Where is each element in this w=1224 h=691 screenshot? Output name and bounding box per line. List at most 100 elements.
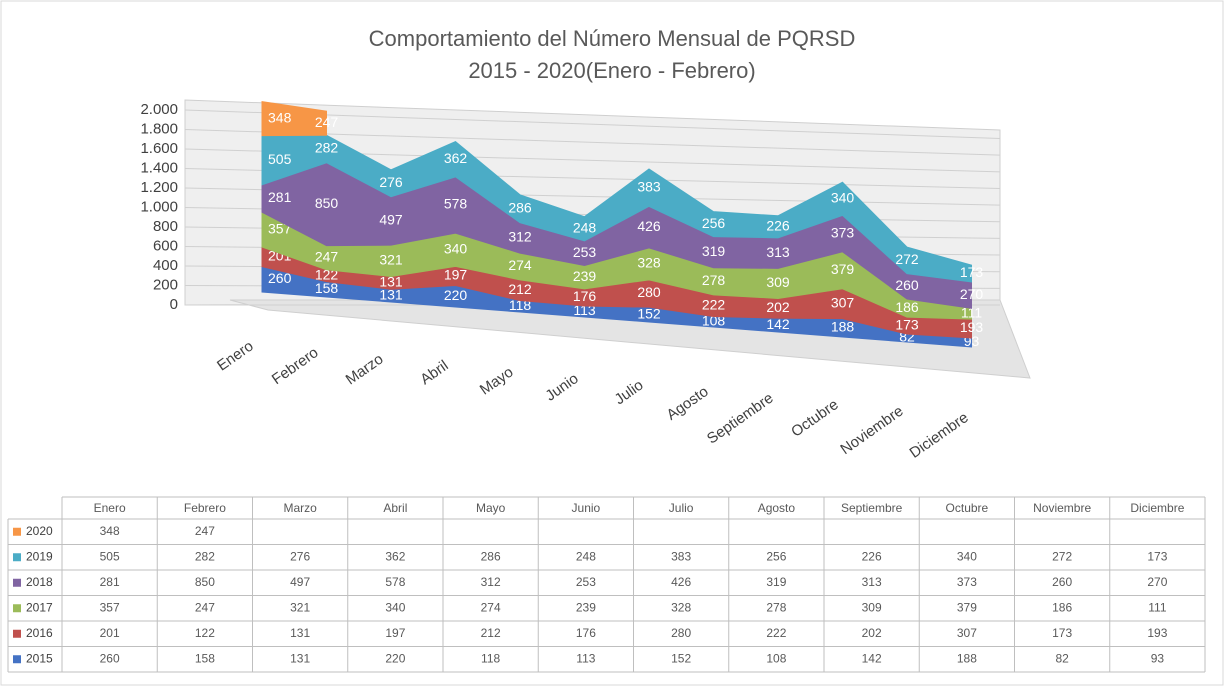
table-cell: 197 bbox=[385, 626, 405, 640]
table-header: Febrero bbox=[184, 501, 226, 515]
table-cell: 373 bbox=[957, 575, 977, 589]
table-cell: 276 bbox=[290, 549, 310, 563]
legend-label: 2020 bbox=[26, 524, 53, 538]
data-label: 176 bbox=[573, 288, 597, 304]
table-cell: 152 bbox=[671, 651, 691, 665]
table-cell: 312 bbox=[481, 575, 501, 589]
table-cell: 201 bbox=[100, 626, 120, 640]
y-tick-label: 1.800 bbox=[140, 120, 178, 137]
data-label: 253 bbox=[573, 244, 597, 260]
table-cell: 93 bbox=[1151, 651, 1165, 665]
table-cell: 309 bbox=[862, 600, 882, 614]
table-cell: 220 bbox=[385, 651, 405, 665]
y-tick-label: 1.000 bbox=[140, 198, 178, 215]
data-label: 220 bbox=[444, 287, 468, 303]
y-tick-label: 2.000 bbox=[140, 101, 178, 118]
data-label: 379 bbox=[831, 261, 855, 277]
data-label: 111 bbox=[961, 304, 982, 320]
table-cell: 186 bbox=[1052, 600, 1072, 614]
data-label: 158 bbox=[315, 280, 339, 296]
y-tick-label: 400 bbox=[153, 257, 178, 274]
table-cell: 173 bbox=[1147, 549, 1167, 563]
data-label: 578 bbox=[444, 196, 468, 212]
data-label: 222 bbox=[702, 296, 726, 312]
table-cell: 247 bbox=[195, 600, 215, 614]
legend-label: 2019 bbox=[26, 549, 53, 563]
table-cell: 222 bbox=[766, 626, 786, 640]
legend-label: 2015 bbox=[26, 651, 53, 665]
data-label: 247 bbox=[315, 248, 339, 264]
table-cell: 497 bbox=[290, 575, 310, 589]
data-label: 272 bbox=[895, 251, 919, 267]
table-cell: 850 bbox=[195, 575, 215, 589]
data-label: 286 bbox=[508, 199, 532, 215]
data-label: 328 bbox=[637, 255, 661, 271]
data-label: 186 bbox=[895, 299, 919, 315]
table-cell: 158 bbox=[195, 651, 215, 665]
data-label: 497 bbox=[379, 212, 403, 228]
table-cell: 340 bbox=[957, 549, 977, 563]
data-label: 260 bbox=[895, 277, 919, 293]
table-header: Marzo bbox=[283, 501, 317, 515]
data-label: 274 bbox=[508, 257, 532, 273]
table-cell: 142 bbox=[862, 651, 882, 665]
legend-swatch bbox=[13, 604, 21, 613]
table-cell: 122 bbox=[195, 626, 215, 640]
data-label: 173 bbox=[960, 264, 984, 280]
table-cell: 247 bbox=[195, 524, 215, 538]
data-label: 226 bbox=[766, 218, 790, 234]
data-label: 280 bbox=[637, 284, 661, 300]
legend-swatch bbox=[13, 553, 21, 562]
data-label: 152 bbox=[637, 305, 661, 321]
table-cell: 82 bbox=[1055, 651, 1069, 665]
table-cell: 321 bbox=[290, 600, 310, 614]
table-cell: 286 bbox=[481, 549, 501, 563]
data-label: 276 bbox=[379, 174, 403, 190]
legend-label: 2017 bbox=[26, 600, 53, 614]
data-label: 197 bbox=[444, 267, 468, 283]
y-tick-label: 1.600 bbox=[140, 140, 178, 157]
y-tick-label: 200 bbox=[153, 276, 178, 293]
table-cell: 362 bbox=[385, 549, 405, 563]
chart-title: Comportamiento del Número Mensual de PQR… bbox=[369, 26, 856, 51]
table-cell: 260 bbox=[1052, 575, 1072, 589]
table-cell: 108 bbox=[766, 651, 786, 665]
chart-subtitle: 2015 - 2020(Enero - Febrero) bbox=[468, 58, 755, 83]
table-cell: 328 bbox=[671, 600, 691, 614]
table-cell: 340 bbox=[385, 600, 405, 614]
data-label: 850 bbox=[315, 195, 339, 211]
y-tick-label: 0 bbox=[170, 296, 178, 313]
y-tick-label: 1.200 bbox=[140, 179, 178, 196]
data-label: 202 bbox=[766, 299, 790, 315]
data-label: 239 bbox=[573, 268, 597, 284]
table-cell: 578 bbox=[385, 575, 405, 589]
data-label: 321 bbox=[379, 252, 403, 268]
table-cell: 256 bbox=[766, 549, 786, 563]
table-cell: 193 bbox=[1147, 626, 1167, 640]
data-label: 142 bbox=[766, 316, 790, 332]
table-cell: 270 bbox=[1147, 575, 1167, 589]
area bbox=[261, 101, 327, 137]
data-label: 505 bbox=[268, 151, 292, 167]
table-cell: 253 bbox=[576, 575, 596, 589]
table-cell: 281 bbox=[100, 575, 120, 589]
table-cell: 274 bbox=[481, 600, 501, 614]
table-cell: 383 bbox=[671, 549, 691, 563]
table-header: Enero bbox=[94, 501, 126, 515]
table-cell: 313 bbox=[862, 575, 882, 589]
area bbox=[261, 134, 972, 283]
table-header: Abril bbox=[383, 501, 407, 515]
data-label: 348 bbox=[268, 109, 292, 125]
table-header: Mayo bbox=[476, 501, 506, 515]
data-label: 193 bbox=[960, 319, 984, 335]
legend-swatch bbox=[13, 578, 21, 587]
table-cell: 260 bbox=[100, 651, 120, 665]
table-cell: 278 bbox=[766, 600, 786, 614]
y-tick-label: 1.400 bbox=[140, 159, 178, 176]
y-tick-label: 800 bbox=[153, 218, 178, 235]
data-label: 173 bbox=[895, 316, 919, 332]
data-label: 313 bbox=[766, 244, 790, 260]
data-label: 188 bbox=[831, 319, 855, 335]
data-label: 426 bbox=[637, 218, 661, 234]
